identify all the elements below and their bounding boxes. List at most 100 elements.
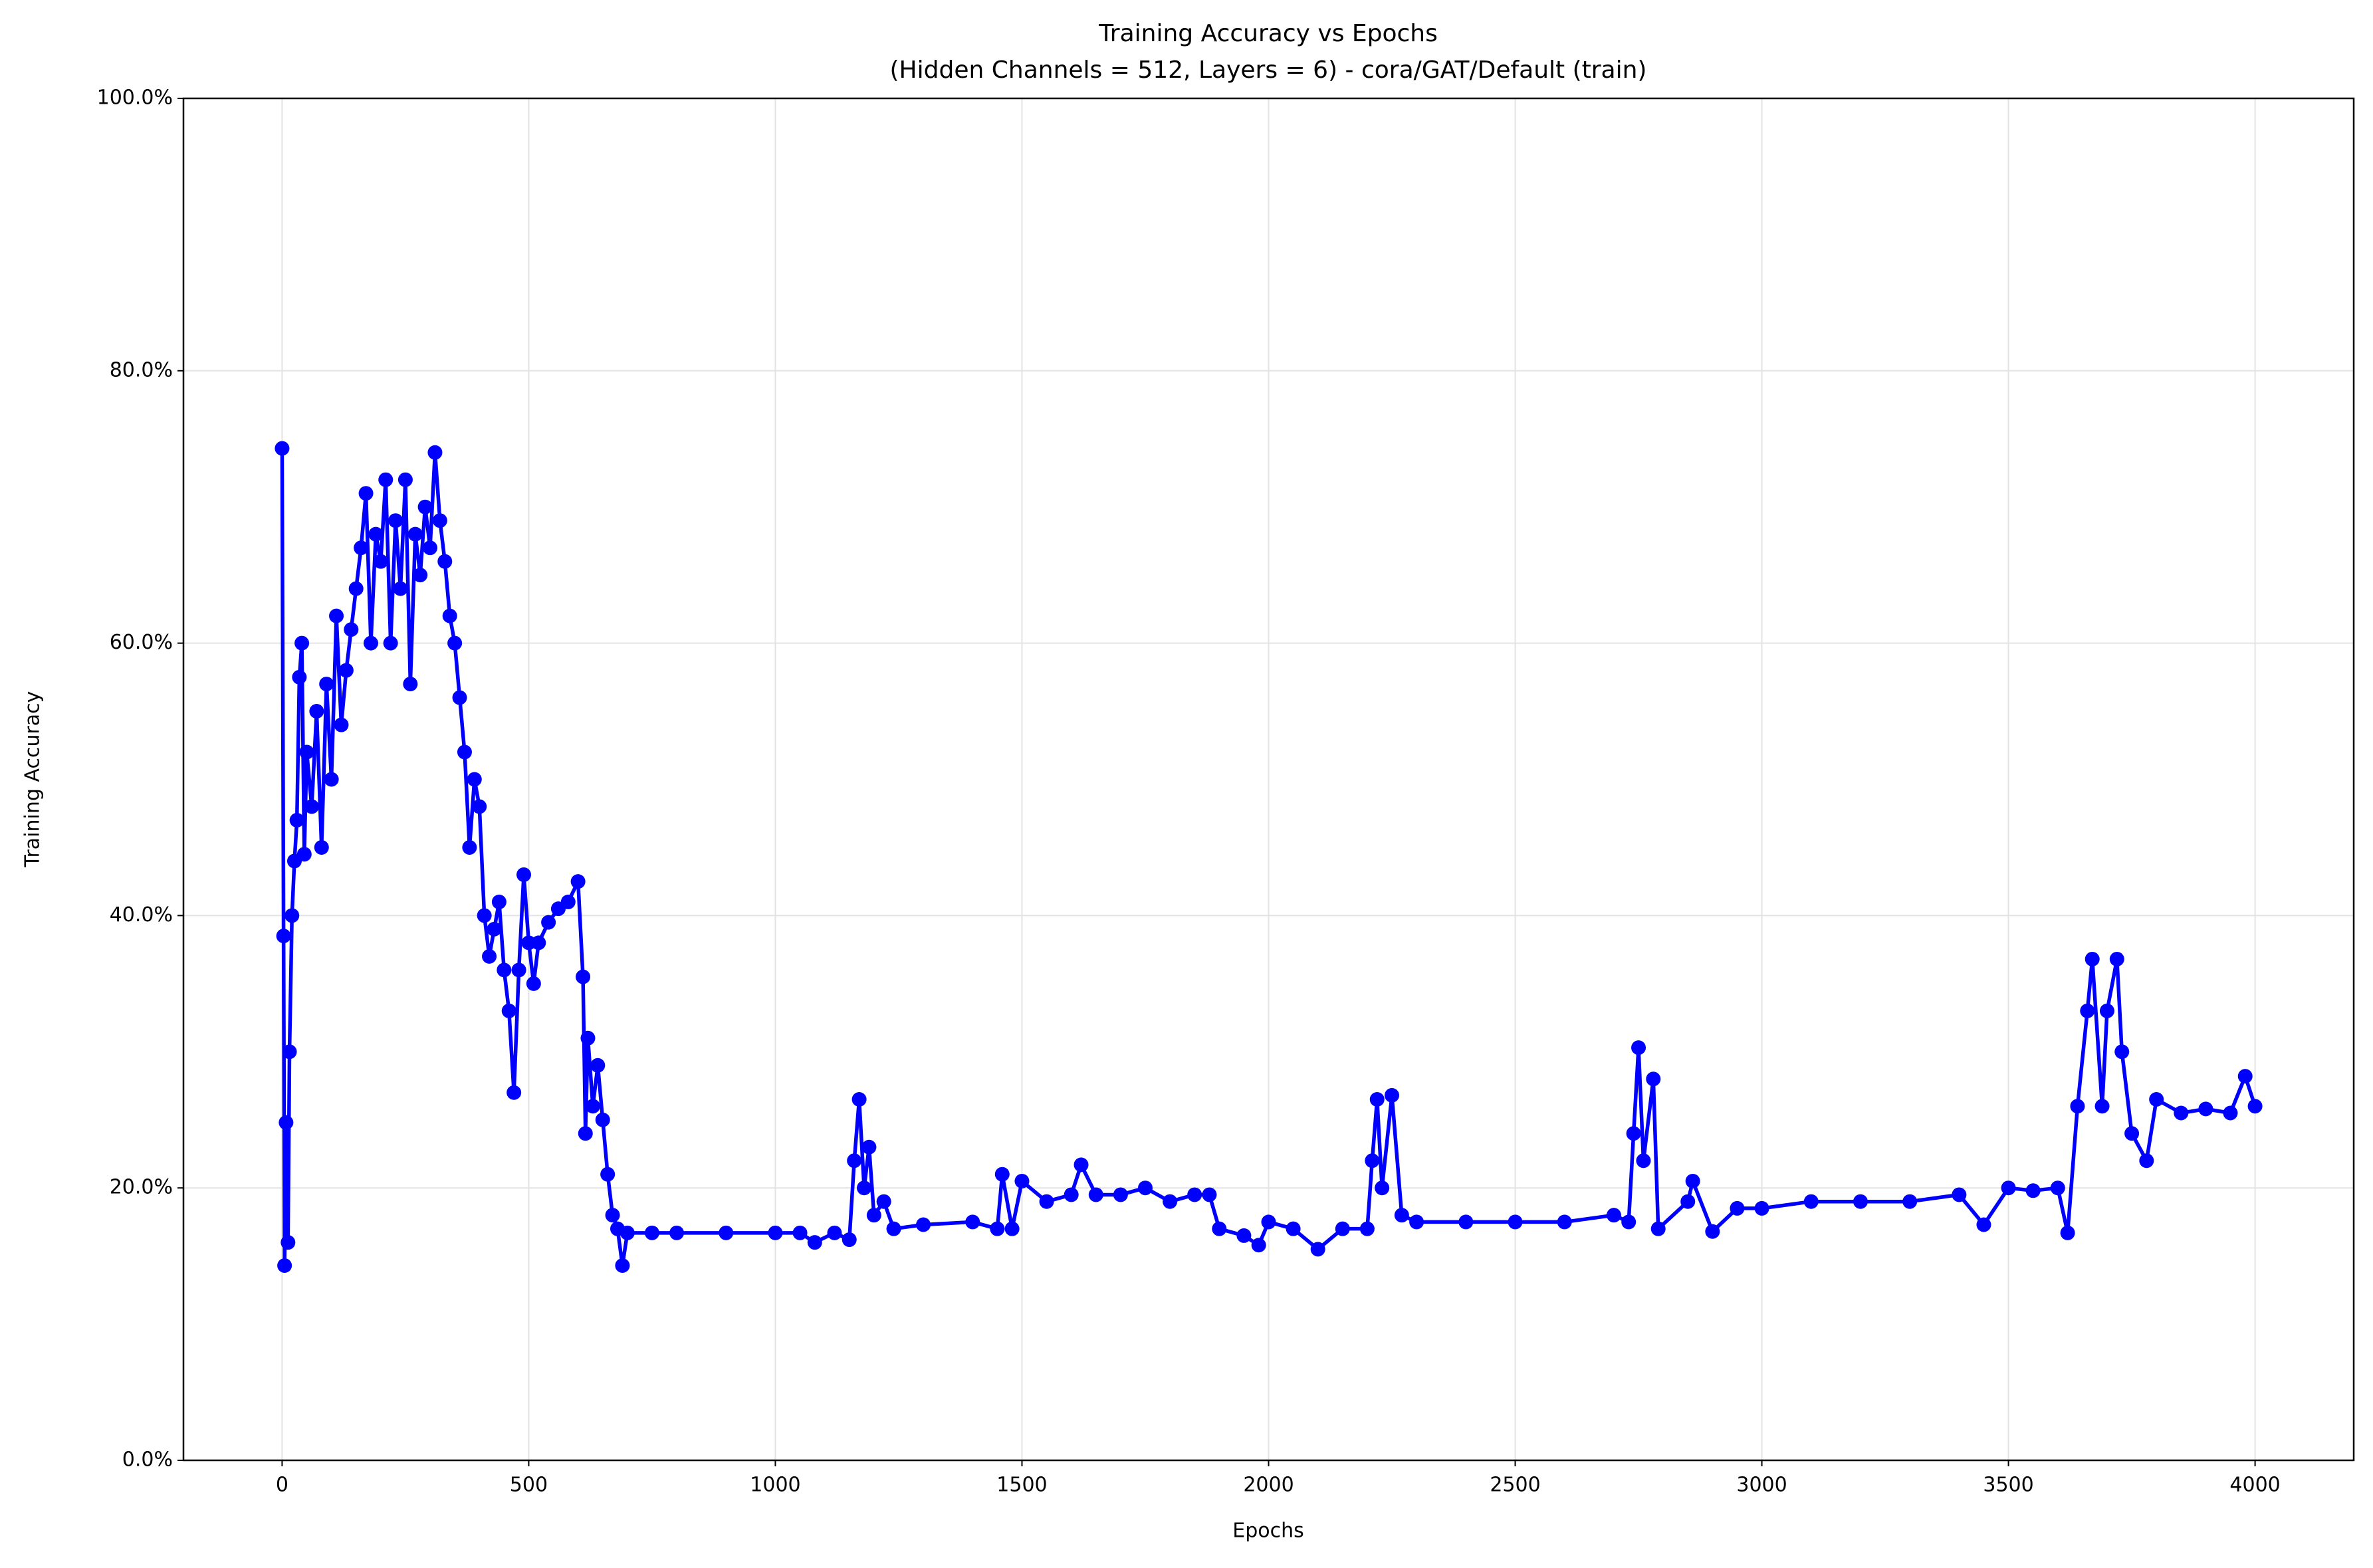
data-point [1508, 1214, 1523, 1230]
data-point [1621, 1214, 1637, 1230]
data-point [324, 772, 339, 787]
data-point [605, 1208, 620, 1223]
data-point [1088, 1187, 1103, 1202]
data-point [807, 1235, 822, 1250]
data-point [2001, 1180, 2016, 1196]
data-point [866, 1208, 881, 1223]
data-point [1365, 1153, 1380, 1169]
data-point [282, 1044, 297, 1060]
data-point [1952, 1187, 1967, 1202]
data-point [2070, 1099, 2085, 1114]
data-point [615, 1258, 630, 1273]
data-point [1705, 1224, 1720, 1239]
data-point [719, 1225, 734, 1240]
plot-frame [182, 97, 2355, 1462]
data-point [1187, 1187, 1202, 1202]
data-point [393, 581, 408, 596]
data-point [560, 894, 576, 909]
y-tick-label: 0.0% [122, 1448, 173, 1472]
data-point [2025, 1183, 2041, 1198]
data-point [2060, 1225, 2075, 1240]
data-point [1163, 1194, 1178, 1209]
data-point [990, 1221, 1005, 1236]
data-point [279, 1115, 294, 1130]
x-tick-label: 3500 [1983, 1474, 2033, 1497]
data-point [423, 540, 438, 556]
data-point [2094, 1099, 2110, 1114]
data-point [354, 540, 369, 556]
data-point [2149, 1092, 2164, 1107]
data-point [314, 840, 329, 855]
data-point [2109, 951, 2124, 966]
data-point [1137, 1180, 1153, 1196]
data-point [1557, 1214, 1572, 1230]
data-point [2139, 1153, 2154, 1169]
x-tick-label: 1000 [750, 1474, 800, 1497]
data-point [1202, 1187, 1217, 1202]
data-point [1261, 1214, 1276, 1230]
data-point [397, 472, 413, 487]
data-point [491, 894, 507, 909]
data-point [407, 526, 423, 542]
data-point [338, 663, 354, 678]
data-point [669, 1225, 685, 1240]
data-point [2247, 1099, 2263, 1114]
x-tick-label: 4000 [2229, 1474, 2280, 1497]
data-point [1803, 1194, 1819, 1209]
data-point [578, 1126, 593, 1141]
data-point [1680, 1194, 1696, 1209]
data-point [378, 472, 394, 487]
data-point [1853, 1194, 1868, 1209]
x-tick-label: 2500 [1490, 1474, 1540, 1497]
data-point [1976, 1217, 1991, 1232]
data-point [531, 935, 546, 951]
data-point [600, 1167, 616, 1182]
data-point [2085, 951, 2100, 966]
data-point [319, 677, 334, 692]
data-point [861, 1139, 877, 1155]
data-point [1251, 1238, 1266, 1253]
data-point [576, 969, 591, 984]
data-point [768, 1225, 783, 1240]
data-point [1375, 1180, 1390, 1196]
y-tick-label: 20.0% [110, 1176, 173, 1199]
x-tick-label: 0 [276, 1474, 288, 1497]
data-point [442, 608, 457, 623]
data-point [1212, 1221, 1227, 1236]
data-point [437, 554, 453, 569]
data-point [1394, 1208, 1409, 1223]
data-point [857, 1180, 872, 1196]
data-point [792, 1225, 808, 1240]
data-point [994, 1167, 1010, 1182]
data-point [447, 635, 463, 651]
data-point [1606, 1208, 1621, 1223]
data-point [309, 704, 324, 719]
data-point [281, 1235, 296, 1250]
data-point [275, 441, 290, 456]
data-point [2114, 1044, 2130, 1060]
data-point [2174, 1105, 2189, 1121]
data-point [329, 608, 344, 623]
data-point [299, 744, 314, 760]
data-point [2223, 1105, 2238, 1121]
data-point [1631, 1040, 1646, 1056]
data-point [847, 1153, 862, 1169]
data-point [570, 874, 586, 889]
data-point [388, 513, 403, 528]
data-point [1369, 1092, 1385, 1107]
data-point [1014, 1173, 1030, 1188]
data-point [1650, 1221, 1666, 1236]
data-point [1636, 1153, 1651, 1169]
data-point [2237, 1069, 2253, 1084]
data-point [1458, 1214, 1474, 1230]
data-point [1310, 1242, 1325, 1257]
data-point [1359, 1221, 1375, 1236]
data-point [851, 1092, 867, 1107]
y-tick-label: 80.0% [110, 358, 173, 382]
data-point [1646, 1071, 1661, 1087]
data-point [348, 581, 364, 596]
data-point [289, 812, 304, 828]
y-tick-label: 100.0% [97, 86, 173, 110]
data-point [462, 840, 477, 855]
